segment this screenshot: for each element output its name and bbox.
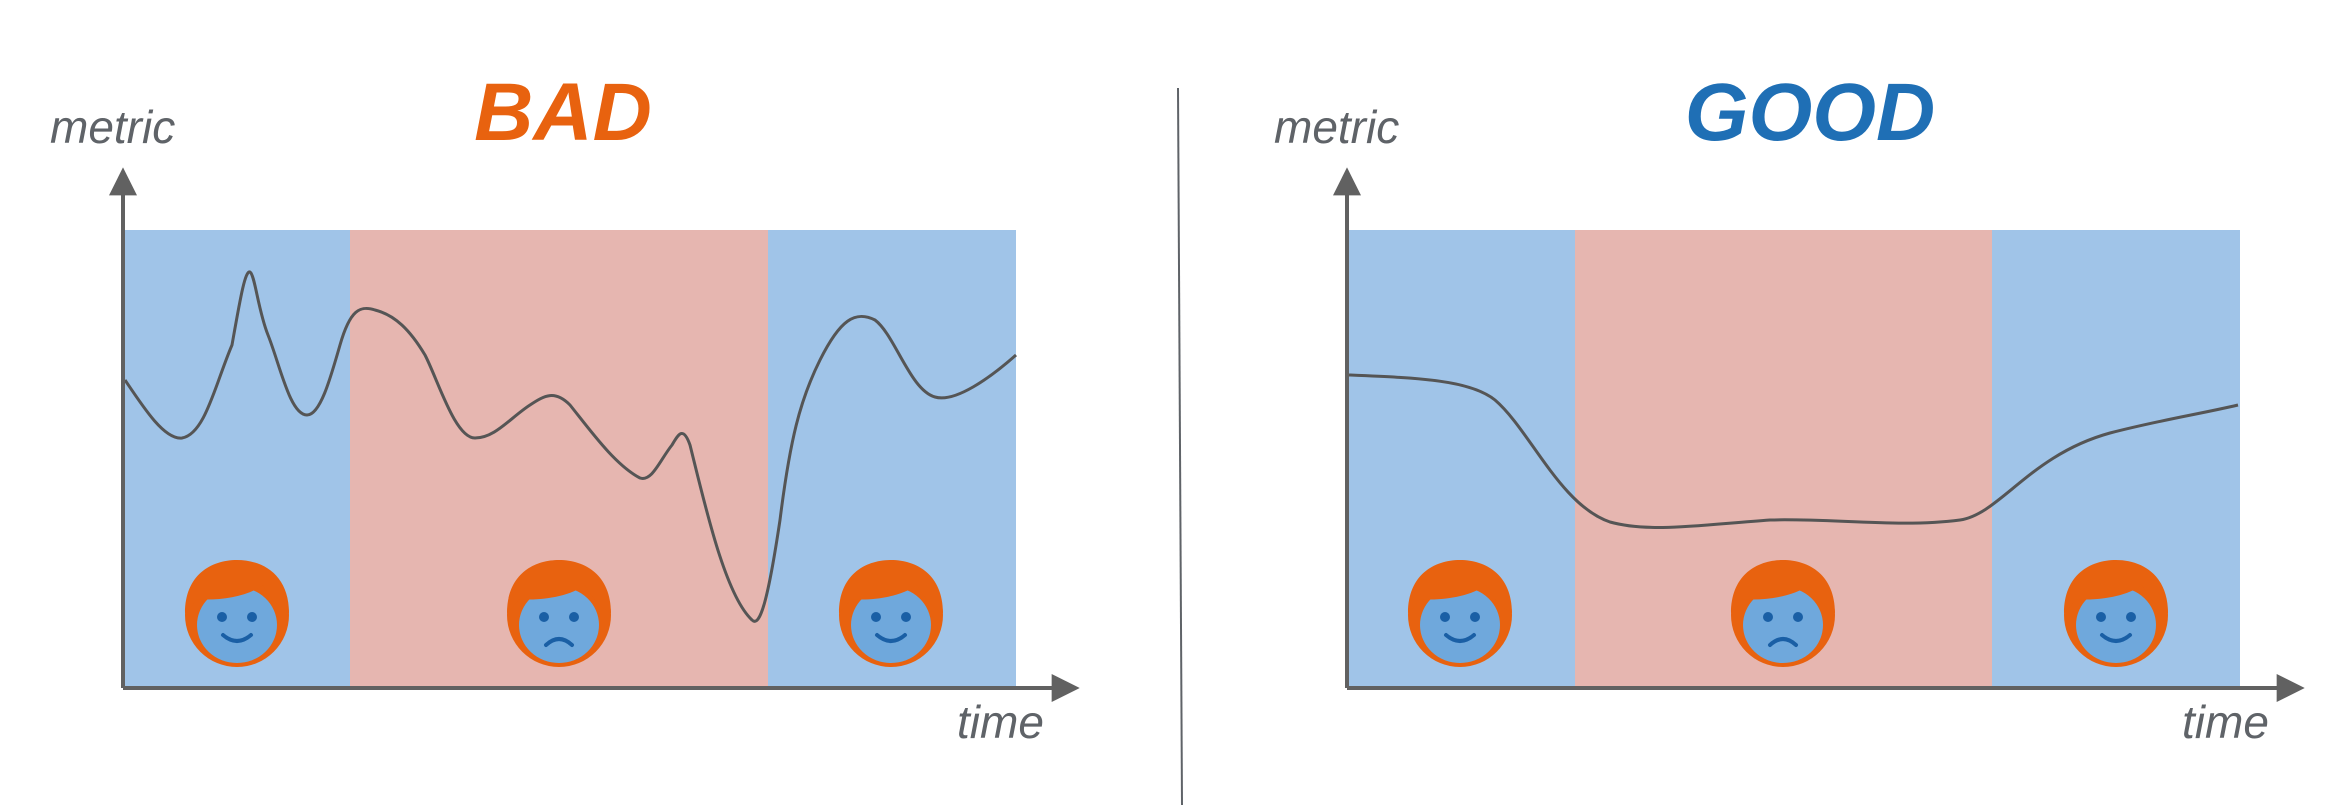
x-axis-label: time	[2182, 696, 2269, 748]
sad-face-icon	[1729, 558, 1837, 669]
happy-face-icon	[183, 558, 291, 669]
metric-curve-volatile	[123, 270, 1017, 623]
good-panel: GOOD metric time	[1274, 67, 2305, 748]
happy-face-icon	[2062, 558, 2170, 669]
panel-divider	[1177, 87, 1183, 806]
x-axis-label: time	[957, 696, 1044, 748]
good-title: GOOD	[1685, 67, 1936, 158]
sad-face-icon	[505, 558, 613, 669]
metric-curve-smooth	[1348, 373, 2239, 530]
bad-title: BAD	[474, 67, 652, 158]
y-axis-label: metric	[1274, 101, 1399, 153]
y-axis-label: metric	[50, 101, 175, 153]
happy-face-icon	[1406, 558, 1514, 669]
bad-panel: BAD metric time	[50, 67, 1080, 748]
happy-face-icon	[837, 558, 945, 669]
